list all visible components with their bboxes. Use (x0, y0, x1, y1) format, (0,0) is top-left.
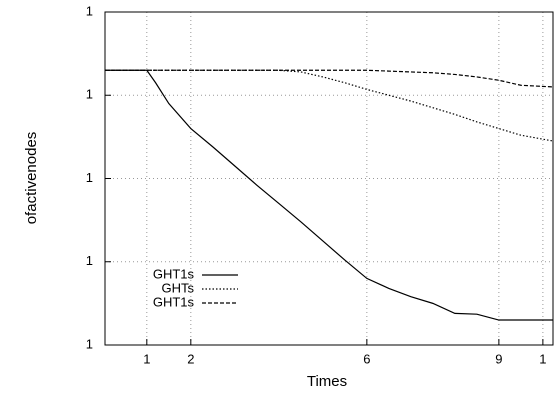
x-tick-label: 1 (143, 351, 150, 366)
legend-label: GHT1s (153, 294, 195, 309)
y-axis-label: ofactivenodes (23, 132, 40, 225)
y-tick-label: 1 (86, 170, 93, 185)
legend-label: GHT1s (153, 266, 195, 281)
x-tick-label: 9 (495, 351, 502, 366)
series-line (105, 69, 553, 321)
x-axis-label: Times (307, 373, 347, 390)
y-tick-label: 1 (86, 3, 93, 18)
series-line (105, 69, 554, 142)
legend-label: GHTs (162, 280, 195, 295)
x-tick-label: 6 (363, 351, 370, 366)
y-tick-label: 1 (86, 253, 93, 268)
y-tick-label: 1 (86, 87, 93, 102)
plot-frame (104, 11, 554, 346)
series-line (105, 69, 554, 88)
x-tick-label: 2 (187, 351, 194, 366)
x-tick-label: 1 (539, 351, 546, 366)
y-tick-label: 1 (86, 336, 93, 351)
